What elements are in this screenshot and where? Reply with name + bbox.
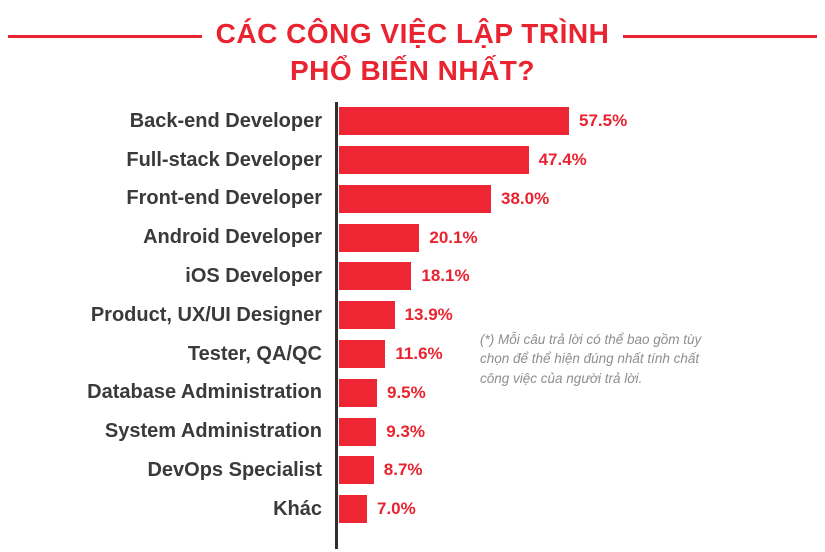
category-label: Full-stack Developer xyxy=(126,148,322,171)
value-label: 9.5% xyxy=(387,382,426,402)
bar xyxy=(339,146,529,175)
bar-row: Tester, QA/QC 11.6% xyxy=(0,335,825,374)
bar-track: 7.0% xyxy=(339,495,825,524)
bar xyxy=(339,340,386,369)
value-label: 57.5% xyxy=(579,111,628,131)
bar-row: Android Developer 20.1% xyxy=(0,218,825,257)
bar-row: Khác 7.0% xyxy=(0,490,825,529)
chart-title: CÁC CÔNG VIỆC LẬP TRÌNH PHỔ BIẾN NHẤT? xyxy=(216,16,610,90)
value-label: 8.7% xyxy=(383,460,423,480)
bar-row: Front-end Developer 38.0% xyxy=(0,180,825,219)
value-label: 13.9% xyxy=(404,305,453,325)
bar-row: Product, UX/UI Designer 13.9% xyxy=(0,296,825,335)
bar-track: 9.5% xyxy=(339,378,825,407)
bar-chart: Back-end Developer 57.5% Full-stack Develo… xyxy=(0,101,825,549)
bar-row: System Administration 9.3% xyxy=(0,412,825,451)
bar-track: 9.3% xyxy=(339,417,825,446)
value-label: 38.0% xyxy=(501,188,550,208)
bar xyxy=(339,184,491,213)
bar-track: 38.0% xyxy=(339,184,825,213)
value-label: 20.1% xyxy=(429,227,478,247)
footnote: (*) Mỗi câu trả lời có thể bao gồm tùy c… xyxy=(480,331,702,387)
chart-title-line2: PHỔ BIẾN NHẤT? xyxy=(290,54,535,86)
bar-track: 47.4% xyxy=(339,146,825,175)
category-label: DevOps Specialist xyxy=(147,458,322,481)
bar xyxy=(339,456,374,485)
value-label: 7.0% xyxy=(377,499,416,519)
value-label: 18.1% xyxy=(421,266,470,286)
y-axis-line xyxy=(335,101,338,549)
bar xyxy=(339,301,395,330)
bar-row: Database Administration 9.5% xyxy=(0,373,825,412)
bar xyxy=(339,262,412,291)
category-label: iOS Developer xyxy=(185,264,322,287)
category-label: System Administration xyxy=(104,420,322,443)
title-block: CÁC CÔNG VIỆC LẬP TRÌNH PHỔ BIẾN NHẤT? xyxy=(0,0,825,90)
category-label: Tester, QA/QC xyxy=(187,342,322,365)
category-label: Database Administration xyxy=(87,381,322,404)
bar-track: 13.9% xyxy=(339,301,825,330)
bar xyxy=(339,378,377,407)
category-label: Back-end Developer xyxy=(129,109,322,132)
value-label: 11.6% xyxy=(395,344,443,364)
category-label: Front-end Developer xyxy=(126,187,322,210)
bar xyxy=(339,107,569,136)
chart-rows: Back-end Developer 57.5% Full-stack Develo… xyxy=(0,102,825,529)
bar xyxy=(339,223,420,252)
category-label: Product, UX/UI Designer xyxy=(90,303,322,326)
bar-row: iOS Developer 18.1% xyxy=(0,257,825,296)
bar-track: 57.5% xyxy=(339,107,825,136)
bar-track: 20.1% xyxy=(339,223,825,252)
bar xyxy=(339,495,367,524)
title-rule-right xyxy=(623,35,818,38)
value-label: 47.4% xyxy=(538,150,587,170)
bar-row: Back-end Developer 57.5% xyxy=(0,102,825,141)
category-label: Khác xyxy=(273,497,322,520)
category-label: Android Developer xyxy=(143,226,322,249)
value-label: 9.3% xyxy=(386,421,425,441)
bar-track: 18.1% xyxy=(339,262,825,291)
bar-row: DevOps Specialist 8.7% xyxy=(0,451,825,490)
chart-title-line1: CÁC CÔNG VIỆC LẬP TRÌNH xyxy=(215,18,610,49)
bar xyxy=(339,417,377,446)
bar-track: 11.6% xyxy=(339,340,825,369)
bar-track: 8.7% xyxy=(339,456,825,485)
title-rule-left xyxy=(8,35,202,38)
bar-row: Full-stack Developer 47.4% xyxy=(0,141,825,180)
